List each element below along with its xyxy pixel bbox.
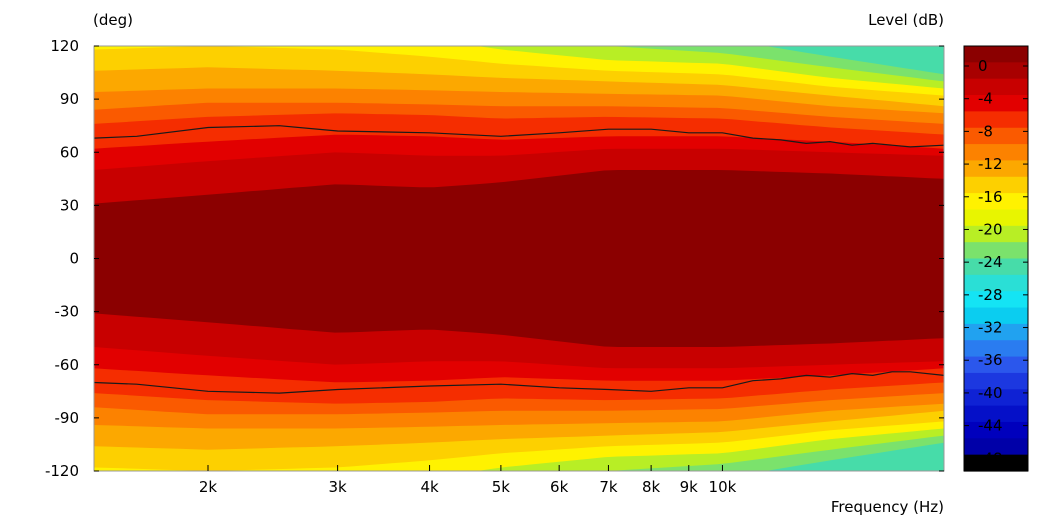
colorbar-tick-label: -20 — [978, 220, 1003, 238]
colorbar-swatch — [964, 274, 1028, 292]
y-tick-label: -60 — [55, 356, 80, 374]
colorbar-swatch — [964, 323, 1028, 341]
x-tick-label: 10k — [709, 478, 737, 496]
colorbar-swatch — [964, 356, 1028, 374]
contour-band-db0 — [94, 170, 944, 347]
colorbar-tick-label: -4 — [978, 90, 993, 108]
colorbar-swatch — [964, 144, 1028, 162]
x-tick-label: 6k — [550, 478, 569, 496]
colorbar-tick-label: -28 — [978, 286, 1003, 304]
colorbar — [963, 45, 1029, 472]
colorbar-label: Level (dB) — [868, 11, 944, 29]
colorbar-tick-label: -36 — [978, 351, 1003, 369]
colorbar-ticks: 0 -4 -8 -12 -16 -20 -24 -28 -32 -36 -40 -44 -48 — [964, 57, 1028, 467]
colorbar-tick-label: -12 — [978, 155, 1003, 173]
y-tick-label: 30 — [60, 196, 79, 214]
x-tick-label: 7k — [599, 478, 618, 496]
x-tick-label: 4k — [420, 478, 439, 496]
x-tick-label: 8k — [642, 478, 661, 496]
y-tick-label: 60 — [60, 143, 79, 161]
y-tick-label: 120 — [50, 37, 79, 55]
colorbar-tick-label: -16 — [978, 188, 1003, 206]
y-axis-label: (deg) — [93, 11, 133, 29]
colorbar-swatch — [964, 46, 1028, 63]
colorbar-swatch — [964, 258, 1028, 276]
colorbar-tick-label: -40 — [978, 384, 1003, 402]
colorbar-tick-label: -24 — [978, 253, 1003, 271]
colorbar-swatch — [964, 127, 1028, 145]
colorbar-tick-label: -44 — [978, 417, 1003, 435]
colorbar-tick-label: 0 — [978, 57, 988, 75]
colorbar-swatch — [964, 209, 1028, 227]
y-tick-label: -90 — [55, 409, 80, 427]
colorbar-tick-label: -48 — [978, 449, 1003, 467]
colorbar-tick-label: -8 — [978, 122, 993, 140]
colorbar-swatch — [964, 438, 1028, 456]
colorbar-swatch — [964, 421, 1028, 439]
colorbar-swatch — [964, 160, 1028, 178]
minus6db-contour-upper — [94, 125, 944, 148]
minus6db-contour-lower — [94, 371, 944, 394]
colorbar-swatch — [964, 372, 1028, 390]
colorbar-swatch — [964, 340, 1028, 358]
colorbar-frame — [963, 45, 1029, 472]
colorbar-swatch — [964, 307, 1028, 325]
y-tick-label: -120 — [45, 462, 79, 480]
x-tick-label: 2k — [199, 478, 218, 496]
colorbar-swatch — [964, 111, 1028, 129]
colorbar-swatch — [964, 176, 1028, 194]
colorbar-swatch — [964, 242, 1028, 260]
y-axis-ticks: 120 90 60 30 0 -30 -60 -90 -120 — [45, 37, 944, 480]
colorbar-swatch — [964, 62, 1028, 80]
colorbar-swatch — [964, 389, 1028, 407]
colorbar-swatch — [964, 193, 1028, 211]
x-tick-label: 5k — [492, 478, 511, 496]
y-tick-label: 0 — [69, 250, 79, 268]
y-tick-label: -30 — [55, 303, 80, 321]
x-axis-ticks: 2k 3k 4k 5k 6k 7k 8k 9k 10k — [199, 465, 737, 496]
y-tick-label: 90 — [60, 90, 79, 108]
x-axis-label: Frequency (Hz) — [831, 498, 944, 516]
x-tick-label: 3k — [328, 478, 347, 496]
colorbar-swatch — [964, 225, 1028, 243]
colorbar-swatch — [964, 405, 1028, 423]
colorbar-swatch — [964, 95, 1028, 112]
colorbar-swatch — [964, 454, 1028, 472]
colorbar-swatch — [964, 78, 1028, 96]
heatmap-area — [94, 46, 944, 471]
x-tick-label: 9k — [680, 478, 699, 496]
colorbar-tick-label: -32 — [978, 319, 1003, 337]
colorbar-swatch — [964, 291, 1028, 309]
beamwidth-contours — [94, 125, 944, 394]
